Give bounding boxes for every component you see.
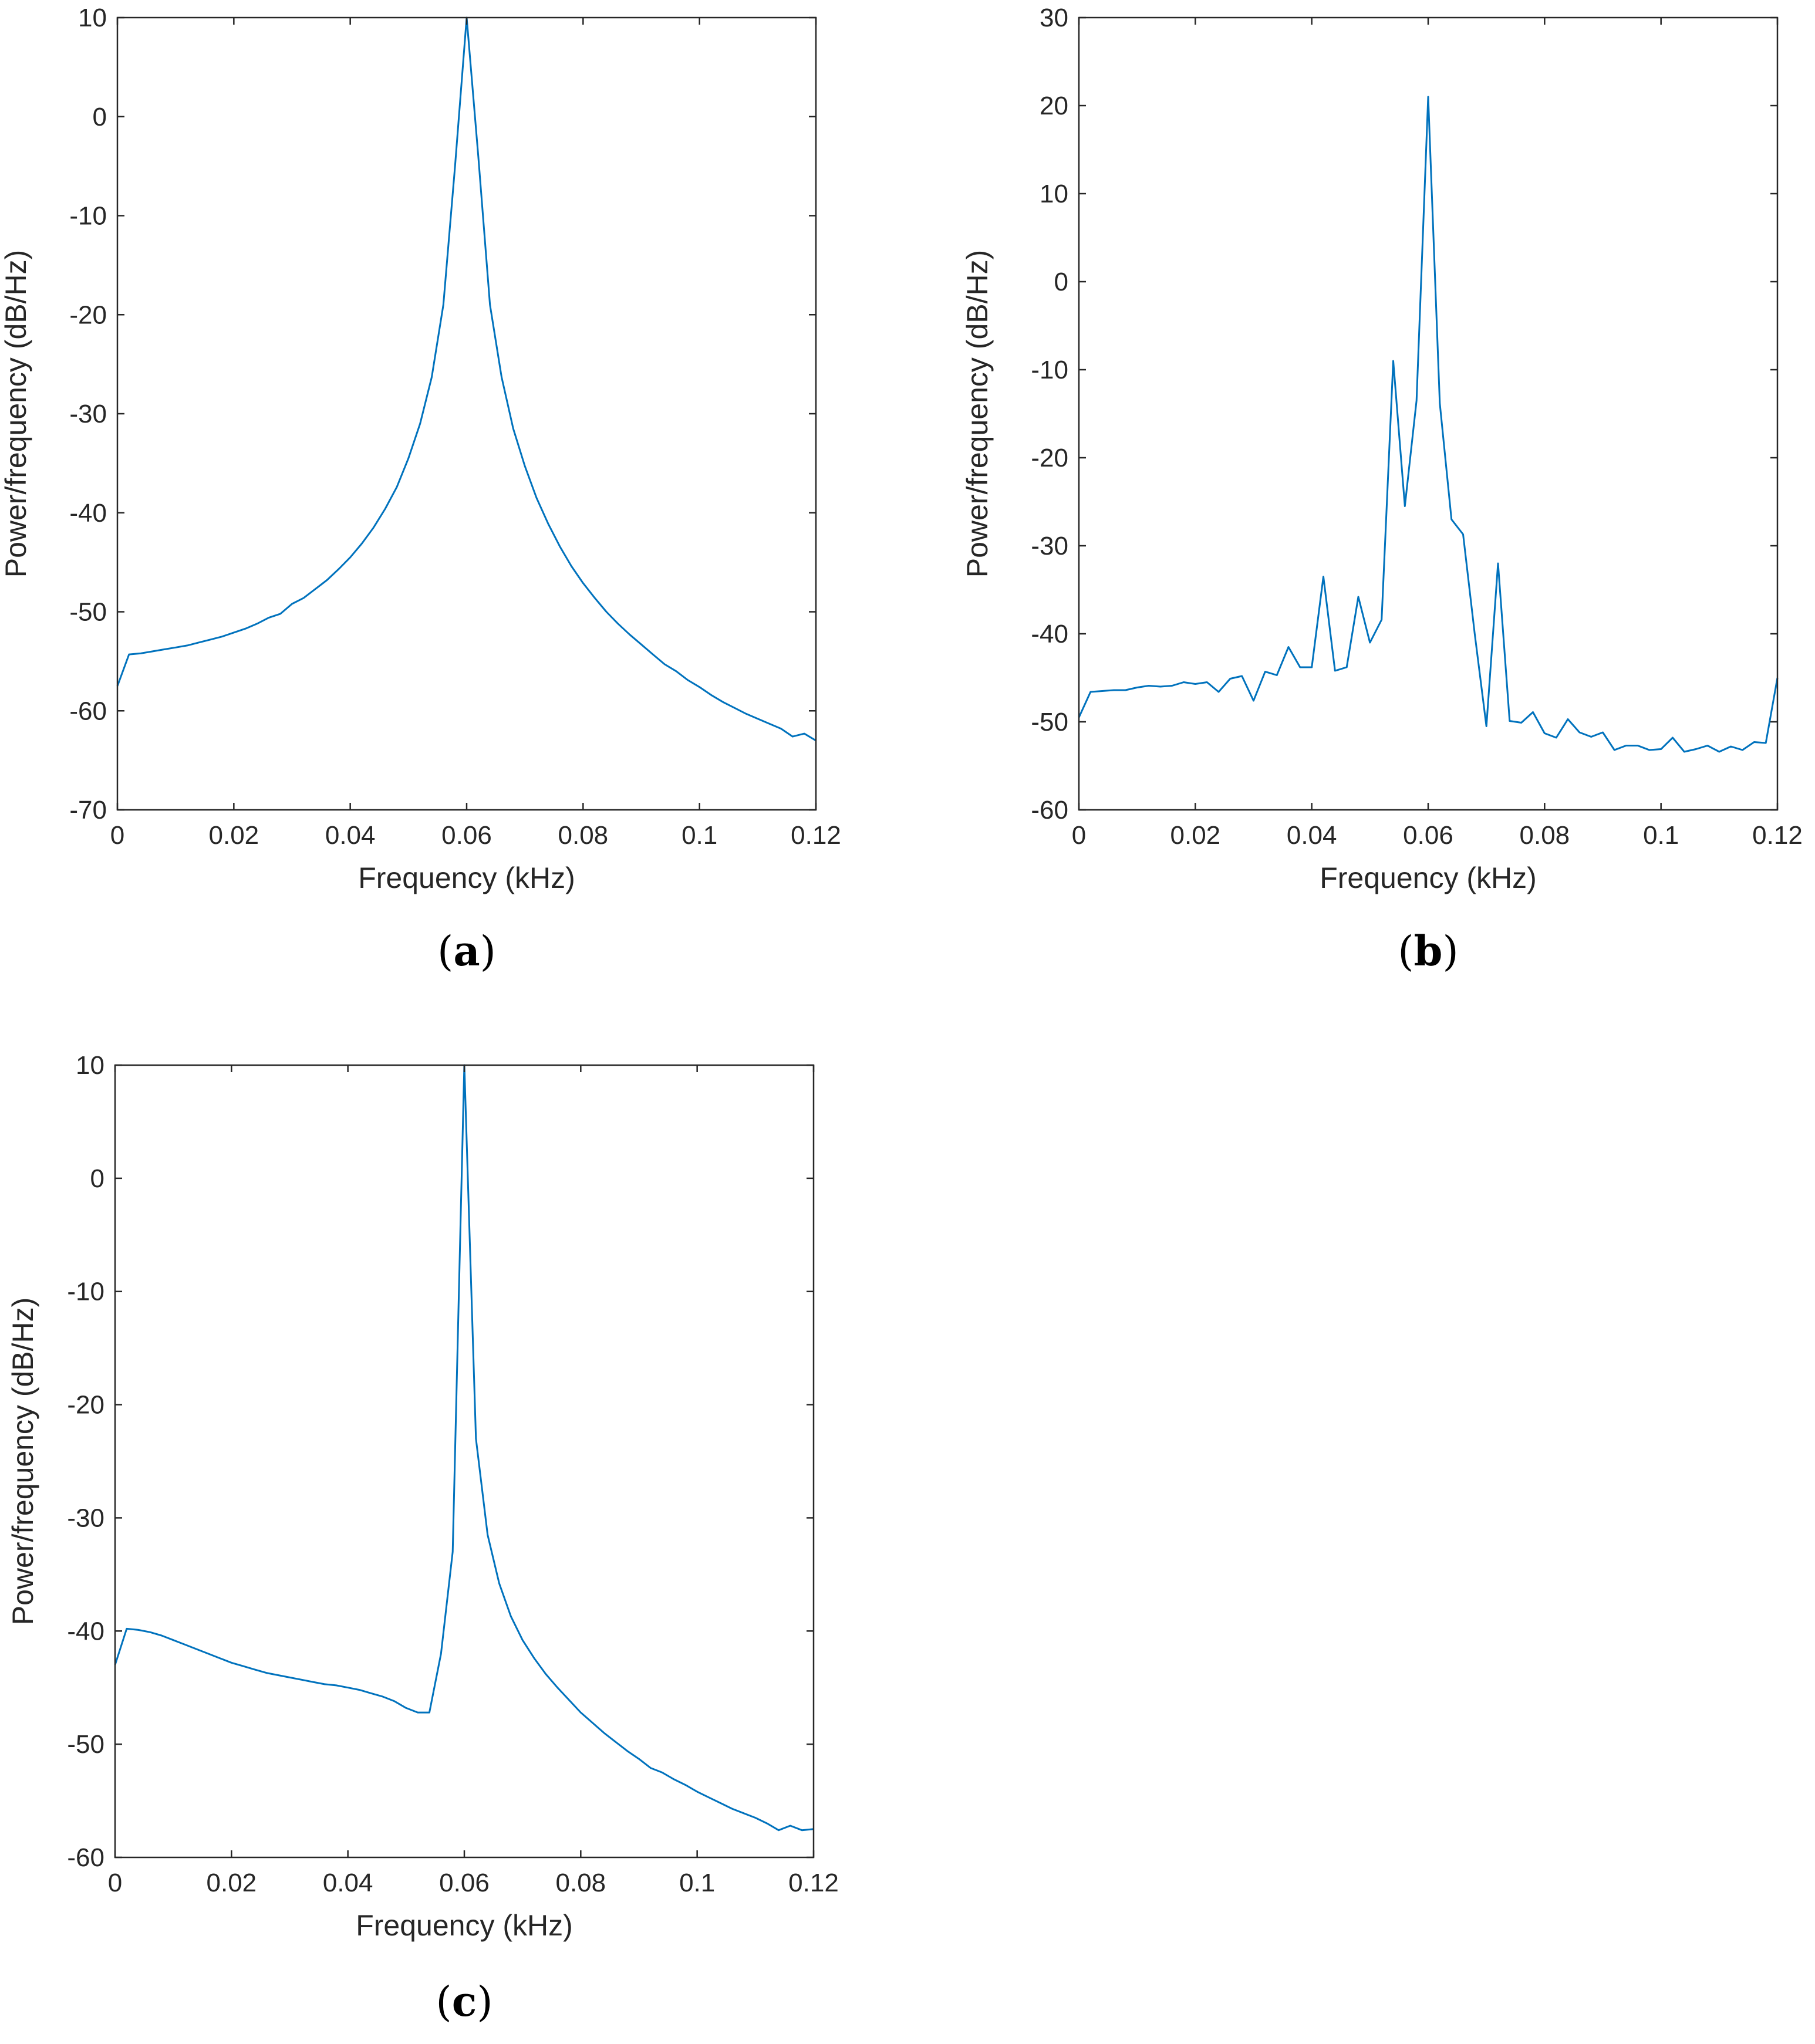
x-tick-label: 0.06 (1403, 821, 1453, 850)
y-tick-label: -10 (1031, 356, 1068, 384)
y-tick-label: 0 (1054, 268, 1068, 296)
y-tick-label: -60 (69, 697, 107, 725)
x-axis-label: Frequency (kHz) (356, 1909, 573, 1942)
series-line-b (1078, 96, 1779, 753)
y-tick-label: 10 (76, 1051, 104, 1080)
y-tick-label: -50 (1031, 708, 1068, 736)
y-tick-label: -50 (69, 598, 107, 627)
y-tick-label: -20 (69, 300, 107, 329)
y-tick-label: 0 (93, 103, 107, 131)
x-tick-label: 0 (1072, 821, 1086, 850)
x-tick-label: 0.04 (325, 821, 376, 850)
y-tick-label: 20 (1040, 92, 1068, 120)
x-tick-label: 0.06 (439, 1869, 490, 1897)
y-tick-label: 10 (1040, 180, 1068, 208)
x-tick-label: 0 (108, 1869, 122, 1897)
panel-caption-letter: b (1414, 927, 1443, 975)
y-axis-label: Power/frequency (dB/Hz) (961, 250, 994, 578)
x-tick-label: 0.08 (556, 1869, 606, 1897)
y-tick-label: -20 (1031, 444, 1068, 472)
x-tick-label: 0.1 (682, 821, 717, 850)
y-tick-label: -40 (69, 499, 107, 528)
panel-caption: (b) (1398, 927, 1459, 975)
y-tick-label: 30 (1040, 4, 1068, 32)
y-tick-label: 0 (90, 1164, 104, 1193)
panel-c: 0 0.02 0.04 0.06 0.08 0.1 0.12 -60 -50 -40 -30 -20 -… (6, 1051, 839, 2026)
y-tick-label: -50 (67, 1730, 104, 1759)
y-tick-label: 10 (78, 4, 107, 32)
x-axis-label: Frequency (kHz) (358, 861, 575, 894)
y-tick-label: -40 (67, 1617, 104, 1646)
x-tick-label: 0.02 (207, 1869, 257, 1897)
x-tick-label: 0.1 (1643, 821, 1679, 850)
x-tick-label: 0.12 (791, 821, 841, 850)
panel-caption-letter: a (453, 927, 480, 975)
panel-b: 0 0.02 0.04 0.06 0.08 0.1 0.12 -60 -50 -40 -30 -20 -… (961, 4, 1803, 975)
x-tick-label: 0 (110, 821, 124, 850)
y-tick-label: -10 (69, 202, 107, 231)
x-tick-label: 0.08 (558, 821, 609, 850)
x-tick-label: 0.1 (679, 1869, 715, 1897)
y-tick-label: -70 (69, 796, 107, 825)
y-tick-label: -10 (67, 1278, 104, 1306)
y-axis-label: Power/frequency (dB/Hz) (6, 1298, 39, 1626)
panel-caption-letter: c (452, 1977, 477, 2026)
panel-caption: (c) (436, 1977, 492, 2026)
y-tick-label: -40 (1031, 620, 1068, 648)
x-tick-label: 0.12 (1752, 821, 1803, 850)
x-tick-label: 0.06 (441, 821, 492, 850)
y-tick-label: -30 (67, 1504, 104, 1532)
x-axis-label: Frequency (kHz) (1320, 861, 1537, 894)
y-tick-label: -60 (67, 1843, 104, 1872)
y-tick-label: -30 (69, 400, 107, 428)
x-tick-label: 0.12 (788, 1869, 839, 1897)
y-axis-label: Power/frequency (dB/Hz) (0, 250, 32, 578)
x-tick-label: 0.02 (1170, 821, 1221, 850)
x-tick-label: 0.04 (323, 1869, 373, 1897)
x-tick-label: 0.04 (1287, 821, 1337, 850)
y-tick-label: -60 (1031, 796, 1068, 825)
x-tick-label: 0.08 (1520, 821, 1570, 850)
panel-caption: (a) (437, 927, 496, 975)
y-tick-label: -30 (1031, 532, 1068, 560)
panel-a: 0 0.02 0.04 0.06 0.08 0.1 0.12 -70 -60 -50 -40 -30 -… (0, 4, 841, 975)
x-tick-label: 0.02 (209, 821, 259, 850)
y-tick-label: -20 (67, 1391, 104, 1420)
